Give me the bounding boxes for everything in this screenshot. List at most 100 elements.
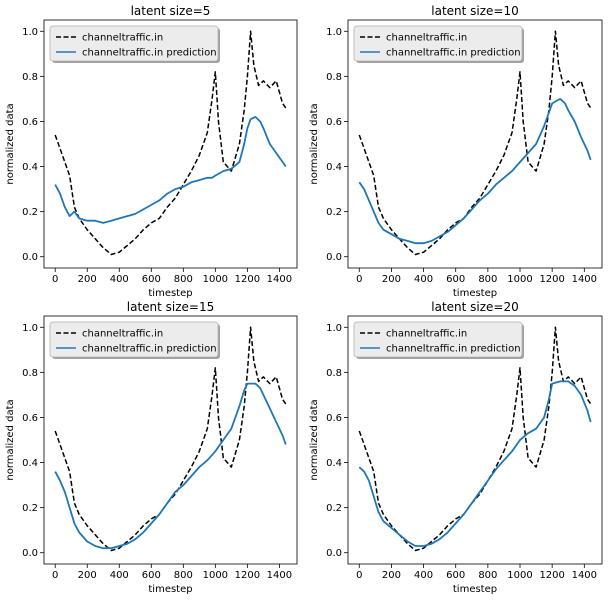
x-axis-label: timestep — [453, 584, 497, 595]
y-tick-label: 0.6 — [326, 117, 342, 128]
prediction-series-line — [358, 98, 592, 245]
x-tick-label: 800 — [478, 570, 497, 581]
y-tick-label: 1.0 — [326, 27, 342, 38]
x-axis-label: timestep — [148, 584, 192, 595]
x-tick-label: 200 — [382, 274, 401, 285]
legend-entry-label: channeltraffic.in — [386, 329, 467, 340]
x-tick-label: 400 — [414, 274, 433, 285]
y-tick-label: 0.6 — [22, 413, 38, 424]
legend-box — [49, 321, 219, 358]
x-tick-label: 200 — [78, 570, 97, 581]
x-tick-label: 1200 — [235, 570, 260, 581]
x-tick-label: 1000 — [507, 274, 532, 285]
y-tick-label: 1.0 — [326, 323, 342, 334]
legend-box — [49, 25, 219, 62]
legend: channeltraffic.in channeltraffic.in predi… — [49, 25, 220, 63]
legend: channeltraffic.in channeltraffic.in predi… — [353, 321, 524, 359]
y-axis-label: normalized data — [309, 399, 320, 480]
x-tick-label: 400 — [110, 570, 129, 581]
x-tick-label: 800 — [174, 570, 193, 581]
legend-entry-label: channeltraffic.in — [82, 33, 163, 44]
actual-series-line — [54, 326, 287, 552]
axes-frame — [347, 19, 603, 269]
y-tick-label: 0.0 — [22, 252, 38, 263]
axes-frame — [43, 315, 298, 565]
x-tick-label: 1000 — [203, 274, 228, 285]
legend: channeltraffic.in channeltraffic.in predi… — [49, 321, 220, 359]
x-tick-label: 600 — [446, 274, 465, 285]
x-tick-label: 1400 — [267, 570, 292, 581]
x-axis-label: timestep — [148, 288, 192, 299]
axes-frame — [43, 19, 298, 269]
x-axis-label: timestep — [453, 288, 497, 299]
prediction-series-line — [54, 116, 287, 224]
legend-entry-label: channeltraffic.in — [386, 33, 467, 44]
x-tick-label: 800 — [174, 274, 193, 285]
x-tick-label: 1000 — [507, 570, 532, 581]
y-axis-label: normalized data — [5, 103, 16, 184]
x-tick-label: 600 — [142, 274, 161, 285]
subplot-title: latent size=20 — [431, 300, 519, 314]
legend-box — [353, 25, 523, 62]
subplot-title: latent size=10 — [431, 4, 519, 18]
x-tick-label: 1400 — [572, 274, 597, 285]
subplot-4: latent size=20 0 200 400 600 800 1000 1200 1400 0… — [309, 300, 603, 595]
x-tick-label: 200 — [78, 274, 97, 285]
actual-series-line — [358, 326, 592, 552]
x-tick-label: 600 — [446, 570, 465, 581]
actual-series-line — [358, 30, 592, 256]
legend-entry-label: channeltraffic.in prediction — [82, 48, 217, 59]
y-tick-label: 0.8 — [326, 368, 342, 379]
x-tick-label: 1400 — [572, 570, 597, 581]
subplot-2: latent size=10 0 200 400 600 800 1000 1200 1400 0… — [309, 4, 603, 299]
y-tick-label: 0.8 — [22, 72, 38, 83]
subplot-3: latent size=15 0 200 400 600 800 1000 1200 1400 0… — [5, 300, 298, 595]
x-tick-label: 1200 — [235, 274, 260, 285]
subplot-title: latent size=15 — [127, 300, 215, 314]
x-tick-label: 0 — [356, 274, 362, 285]
y-axis-label: normalized data — [5, 399, 16, 480]
x-tick-label: 1200 — [539, 570, 564, 581]
y-tick-label: 0.4 — [326, 458, 342, 469]
y-tick-label: 0.4 — [22, 162, 38, 173]
legend-entry-label: channeltraffic.in prediction — [386, 48, 521, 59]
x-tick-label: 800 — [478, 274, 497, 285]
y-tick-label: 0.8 — [326, 72, 342, 83]
x-tick-label: 0 — [52, 570, 58, 581]
y-tick-label: 0.0 — [326, 252, 342, 263]
axes-frame — [347, 315, 603, 565]
y-tick-label: 0.6 — [326, 413, 342, 424]
y-tick-label: 0.2 — [326, 207, 342, 218]
subplot-title: latent size=5 — [131, 4, 211, 18]
subplot-1: latent size=5 0 200 400 600 800 1000 1200 1400 0.… — [5, 4, 298, 299]
y-tick-label: 1.0 — [22, 27, 38, 38]
x-tick-label: 0 — [52, 274, 58, 285]
legend-box — [353, 321, 523, 358]
legend-entry-label: channeltraffic.in prediction — [386, 344, 521, 355]
y-tick-label: 0.2 — [22, 207, 38, 218]
y-tick-label: 0.0 — [326, 548, 342, 559]
legend: channeltraffic.in channeltraffic.in predi… — [353, 25, 524, 63]
x-tick-label: 0 — [356, 570, 362, 581]
y-tick-label: 0.0 — [22, 548, 38, 559]
legend-entry-label: channeltraffic.in — [82, 329, 163, 340]
x-tick-label: 200 — [382, 570, 401, 581]
y-tick-label: 0.4 — [22, 458, 38, 469]
x-tick-label: 400 — [110, 274, 129, 285]
y-tick-label: 0.6 — [22, 117, 38, 128]
x-tick-label: 600 — [142, 570, 161, 581]
y-tick-label: 1.0 — [22, 323, 38, 334]
y-tick-label: 0.2 — [22, 503, 38, 514]
x-tick-label: 400 — [414, 570, 433, 581]
legend-entry-label: channeltraffic.in prediction — [82, 344, 217, 355]
y-tick-label: 0.2 — [326, 503, 342, 514]
y-axis-label: normalized data — [309, 103, 320, 184]
x-tick-label: 1000 — [203, 570, 228, 581]
y-tick-label: 0.4 — [326, 162, 342, 173]
y-tick-label: 0.8 — [22, 368, 38, 379]
x-tick-label: 1400 — [267, 274, 292, 285]
x-tick-label: 1200 — [539, 274, 564, 285]
prediction-series-line — [54, 382, 287, 550]
prediction-series-line — [358, 380, 592, 547]
